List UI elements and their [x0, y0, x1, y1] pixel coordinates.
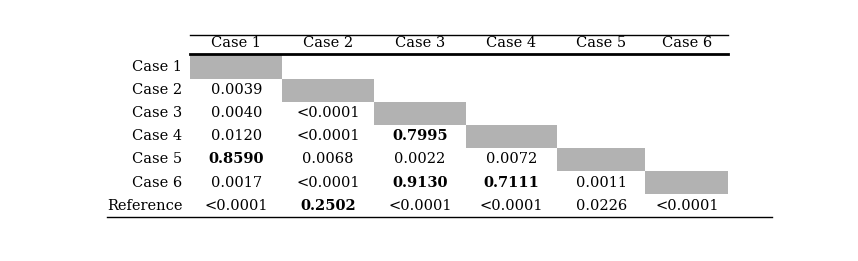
- Text: <0.0001: <0.0001: [296, 129, 360, 143]
- Text: 0.0040: 0.0040: [210, 106, 262, 120]
- Text: Case 5: Case 5: [577, 37, 626, 50]
- Text: 0.0011: 0.0011: [576, 176, 627, 189]
- Text: <0.0001: <0.0001: [296, 106, 360, 120]
- Text: Case 1: Case 1: [132, 60, 183, 74]
- Text: Case 4: Case 4: [132, 129, 183, 143]
- Text: 0.0017: 0.0017: [211, 176, 262, 189]
- Text: 0.0072: 0.0072: [486, 152, 537, 167]
- Text: <0.0001: <0.0001: [388, 199, 451, 213]
- FancyBboxPatch shape: [282, 79, 374, 102]
- Text: Reference: Reference: [107, 199, 183, 213]
- Text: 0.8590: 0.8590: [208, 152, 264, 167]
- Text: Case 6: Case 6: [132, 176, 183, 189]
- Text: Case 3: Case 3: [395, 37, 445, 50]
- Text: Case 1: Case 1: [211, 37, 261, 50]
- FancyBboxPatch shape: [190, 55, 282, 79]
- Text: <0.0001: <0.0001: [655, 199, 718, 213]
- Text: Case 2: Case 2: [132, 83, 183, 97]
- Text: <0.0001: <0.0001: [296, 176, 360, 189]
- Text: Case 2: Case 2: [303, 37, 353, 50]
- Text: <0.0001: <0.0001: [204, 199, 268, 213]
- Text: 0.0068: 0.0068: [302, 152, 353, 167]
- Text: Case 6: Case 6: [662, 37, 712, 50]
- Text: <0.0001: <0.0001: [480, 199, 543, 213]
- Text: 0.9130: 0.9130: [392, 176, 448, 189]
- Text: 0.7111: 0.7111: [484, 176, 540, 189]
- FancyBboxPatch shape: [558, 148, 645, 171]
- Text: 0.0022: 0.0022: [394, 152, 445, 167]
- Text: Case 3: Case 3: [132, 106, 183, 120]
- Text: 0.0120: 0.0120: [211, 129, 262, 143]
- Text: 0.7995: 0.7995: [392, 129, 448, 143]
- FancyBboxPatch shape: [466, 125, 558, 148]
- Text: 0.2502: 0.2502: [300, 199, 356, 213]
- FancyBboxPatch shape: [645, 171, 728, 194]
- Text: Case 4: Case 4: [486, 37, 536, 50]
- Text: Case 5: Case 5: [132, 152, 183, 167]
- Text: 0.0226: 0.0226: [576, 199, 627, 213]
- FancyBboxPatch shape: [374, 102, 466, 125]
- Text: 0.0039: 0.0039: [210, 83, 262, 97]
